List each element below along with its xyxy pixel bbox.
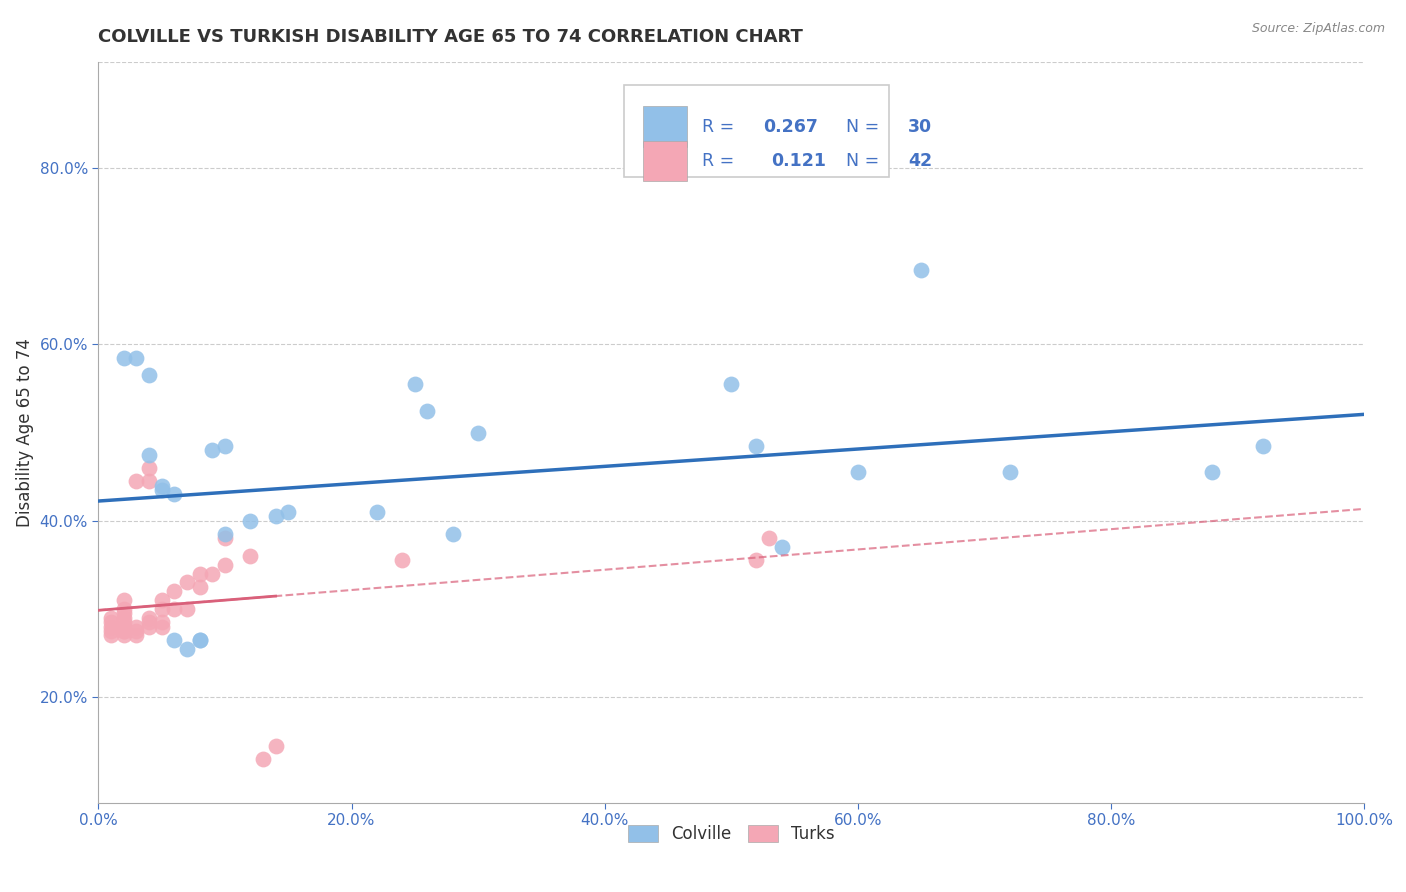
Legend: Colville, Turks: Colville, Turks <box>621 819 841 850</box>
Point <box>416 403 439 417</box>
Point <box>112 602 135 616</box>
Point <box>441 527 464 541</box>
Point <box>112 607 135 621</box>
Point <box>264 509 287 524</box>
Point <box>163 632 186 647</box>
FancyBboxPatch shape <box>643 141 686 181</box>
Point <box>188 580 211 594</box>
Point <box>125 351 148 365</box>
Point <box>467 425 489 440</box>
Point <box>720 377 742 392</box>
Point <box>1251 439 1274 453</box>
Point <box>112 593 135 607</box>
Point <box>100 619 122 633</box>
Point <box>214 532 236 546</box>
Point <box>150 593 173 607</box>
Point <box>138 611 160 625</box>
Point <box>176 641 198 656</box>
Point <box>1201 465 1223 479</box>
Point <box>998 465 1021 479</box>
Point <box>138 448 160 462</box>
Point <box>100 628 122 642</box>
Point <box>112 628 135 642</box>
Point <box>150 478 173 492</box>
Point <box>239 514 262 528</box>
Point <box>138 461 160 475</box>
Text: 0.267: 0.267 <box>762 118 818 136</box>
Point <box>239 549 262 563</box>
Point <box>264 739 287 753</box>
Point <box>188 632 211 647</box>
Point <box>391 553 413 567</box>
Point <box>150 619 173 633</box>
Point <box>910 262 932 277</box>
Point <box>188 632 211 647</box>
Point <box>277 505 299 519</box>
Text: 42: 42 <box>908 152 932 169</box>
Point <box>125 628 148 642</box>
Point <box>100 624 122 638</box>
Point <box>201 566 224 581</box>
Text: Source: ZipAtlas.com: Source: ZipAtlas.com <box>1251 22 1385 36</box>
Text: R =: R = <box>702 152 745 169</box>
Point <box>112 619 135 633</box>
Point <box>163 487 186 501</box>
FancyBboxPatch shape <box>643 106 686 147</box>
Point <box>758 532 780 546</box>
Point <box>138 474 160 488</box>
Point <box>138 368 160 383</box>
Point <box>125 474 148 488</box>
Point <box>112 351 135 365</box>
Point <box>112 624 135 638</box>
Point <box>112 611 135 625</box>
Point <box>138 619 160 633</box>
Point <box>112 615 135 629</box>
Point <box>100 611 122 625</box>
Point <box>125 624 148 638</box>
Point <box>214 527 236 541</box>
Point <box>404 377 426 392</box>
Point <box>150 483 173 497</box>
Point <box>176 602 198 616</box>
Point <box>163 602 186 616</box>
Text: N =: N = <box>835 118 884 136</box>
Point <box>745 553 768 567</box>
Point <box>150 602 173 616</box>
Point <box>176 575 198 590</box>
Text: N =: N = <box>835 152 884 169</box>
Text: 30: 30 <box>908 118 932 136</box>
Point <box>150 615 173 629</box>
Point <box>252 752 274 766</box>
Text: R =: R = <box>702 118 740 136</box>
Point <box>163 584 186 599</box>
Text: COLVILLE VS TURKISH DISABILITY AGE 65 TO 74 CORRELATION CHART: COLVILLE VS TURKISH DISABILITY AGE 65 TO… <box>98 28 803 45</box>
Point <box>214 439 236 453</box>
Point <box>366 505 388 519</box>
Text: 0.121: 0.121 <box>772 152 827 169</box>
Point <box>125 619 148 633</box>
FancyBboxPatch shape <box>623 85 889 178</box>
Point <box>745 439 768 453</box>
Point <box>770 540 793 554</box>
Point <box>846 465 869 479</box>
Point <box>188 566 211 581</box>
Point <box>214 558 236 572</box>
Point <box>112 624 135 638</box>
Point <box>100 615 122 629</box>
Point <box>138 615 160 629</box>
Point <box>201 443 224 458</box>
Y-axis label: Disability Age 65 to 74: Disability Age 65 to 74 <box>15 338 34 527</box>
